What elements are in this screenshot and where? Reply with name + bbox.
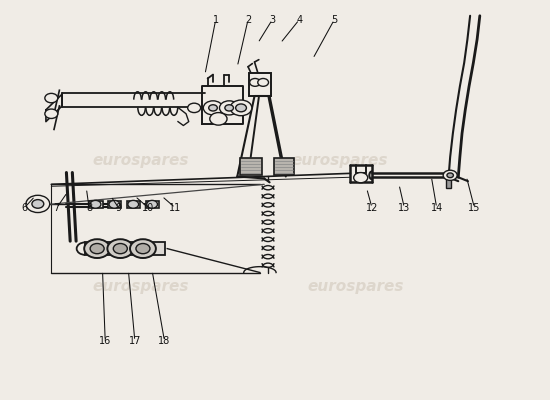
Circle shape (26, 195, 50, 212)
Circle shape (443, 170, 457, 180)
Bar (249, 73, 271, 96)
Text: 4: 4 (296, 15, 303, 25)
Circle shape (147, 200, 157, 208)
Circle shape (447, 173, 453, 178)
Text: 2: 2 (245, 15, 251, 25)
Bar (89, 201, 102, 208)
Bar (240, 158, 262, 174)
Text: 1: 1 (213, 15, 219, 25)
Text: 18: 18 (158, 336, 170, 346)
Text: 14: 14 (431, 203, 443, 213)
Circle shape (107, 239, 133, 258)
Circle shape (250, 78, 261, 86)
Circle shape (354, 172, 368, 183)
Bar (447, 176, 451, 188)
Circle shape (235, 104, 246, 112)
Circle shape (45, 109, 58, 118)
Text: 3: 3 (270, 15, 276, 25)
Circle shape (210, 112, 227, 125)
Text: eurospares: eurospares (92, 153, 189, 168)
Circle shape (90, 200, 101, 208)
Text: 8: 8 (86, 203, 92, 213)
Text: 9: 9 (116, 203, 122, 213)
Text: 15: 15 (468, 203, 481, 213)
Circle shape (32, 200, 44, 208)
Circle shape (225, 105, 234, 111)
Circle shape (45, 93, 58, 103)
Circle shape (188, 103, 201, 112)
Circle shape (208, 105, 217, 111)
Text: 17: 17 (129, 336, 141, 346)
Text: 12: 12 (366, 203, 378, 213)
Text: 13: 13 (398, 203, 410, 213)
Bar (108, 201, 122, 208)
Text: 7: 7 (53, 203, 60, 213)
Text: 5: 5 (331, 15, 337, 25)
Circle shape (84, 239, 110, 258)
Text: 6: 6 (21, 203, 28, 213)
Circle shape (136, 244, 150, 254)
Circle shape (109, 200, 120, 208)
Bar (274, 158, 294, 174)
Circle shape (230, 100, 252, 116)
Text: eurospares: eurospares (307, 279, 404, 294)
Bar (85, 242, 165, 255)
Circle shape (130, 239, 156, 258)
Text: eurospares: eurospares (292, 153, 388, 168)
Text: 16: 16 (99, 336, 111, 346)
Text: 10: 10 (142, 203, 155, 213)
Circle shape (113, 244, 127, 254)
Bar (126, 201, 140, 208)
Text: 11: 11 (169, 203, 182, 213)
Bar (146, 201, 159, 208)
Circle shape (219, 101, 239, 115)
Circle shape (258, 78, 268, 86)
Text: eurospares: eurospares (92, 279, 189, 294)
Circle shape (90, 244, 104, 254)
Circle shape (128, 200, 139, 208)
Circle shape (204, 101, 223, 115)
